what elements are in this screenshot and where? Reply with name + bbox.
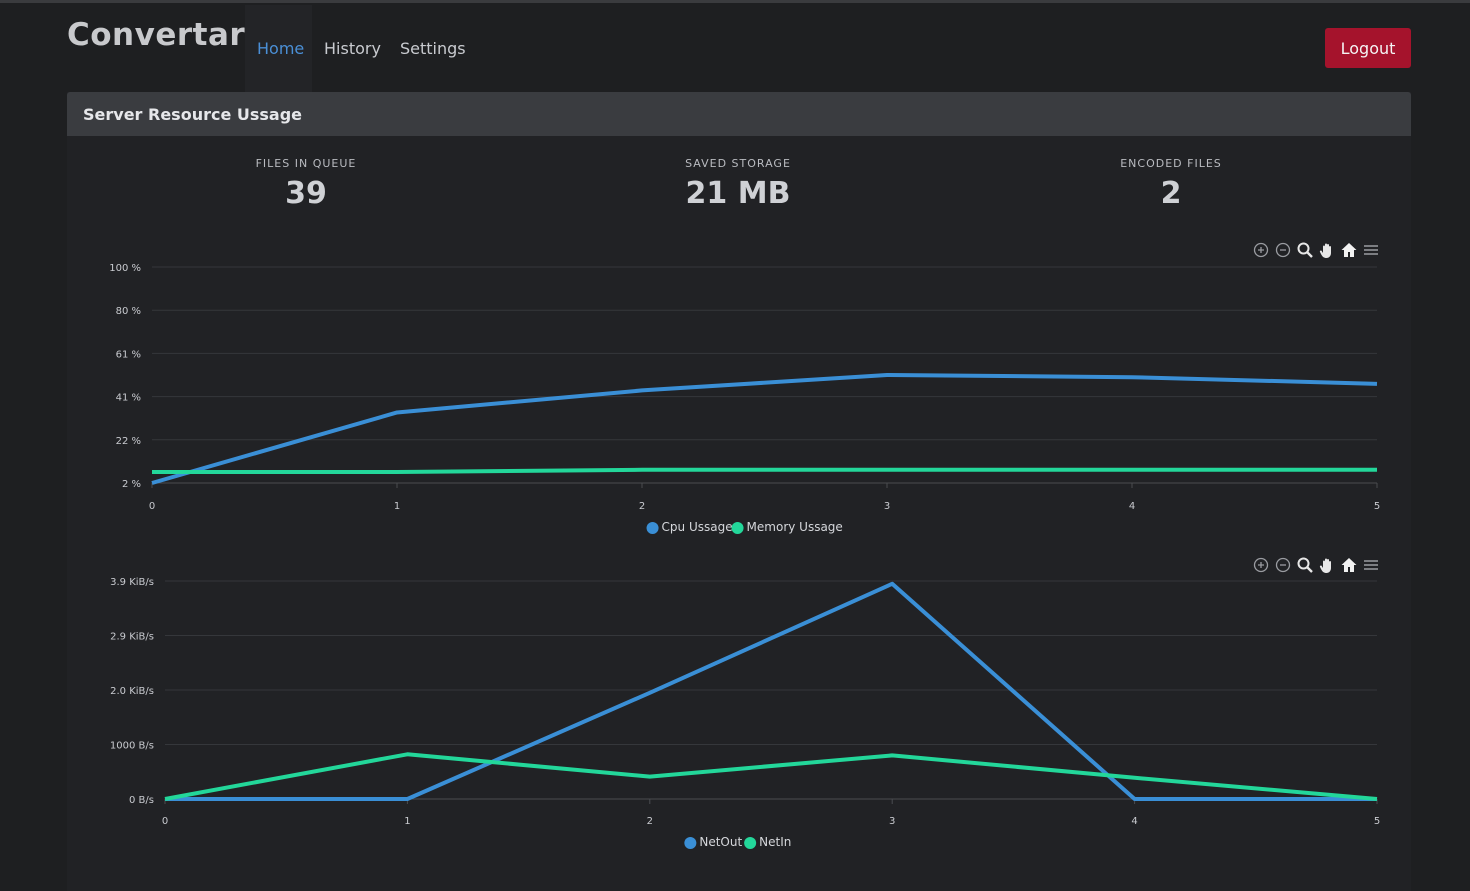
net-y-tick-label: 1000 B/s xyxy=(110,741,154,752)
stat-value: 39 xyxy=(285,176,327,211)
card-title: Server Resource Ussage xyxy=(83,105,303,124)
cpu-mem-legend-marker xyxy=(731,522,744,534)
cpu-mem-x-tick-label: 4 xyxy=(1129,501,1135,512)
cpu-mem-series-memory-ussage xyxy=(152,467,1377,474)
cpu-mem-y-tick-label: 100 % xyxy=(109,263,141,274)
net-x-tick-label: 0 xyxy=(162,816,168,827)
card-header: Server Resource Ussage xyxy=(67,92,1411,136)
net-legend-label: NetIn xyxy=(759,835,791,849)
net-y-tick-label: 0 B/s xyxy=(129,795,154,806)
cpu-mem-x-tick-label: 5 xyxy=(1374,501,1380,512)
net-series-netout xyxy=(165,581,1377,801)
zoom-in-icon[interactable] xyxy=(1252,556,1270,574)
resource-usage-card: Server Resource Ussage FILES IN QUEUE 39… xyxy=(67,92,1411,891)
nav-home-link[interactable]: Home xyxy=(257,39,305,58)
net-x-tick-label: 5 xyxy=(1374,816,1380,827)
cpu-mem-legend-label: Memory Ussage xyxy=(747,520,843,534)
stat-label: ENCODED FILES xyxy=(1120,157,1222,170)
nav-settings-link[interactable]: Settings xyxy=(400,39,466,58)
stat-saved-storage: SAVED STORAGE 21 MB xyxy=(588,157,888,211)
cpu-mem-y-tick-label: 80 % xyxy=(116,306,141,317)
magnifier-icon[interactable] xyxy=(1296,241,1314,259)
chart2-toolbar xyxy=(1252,555,1380,575)
pan-hand-icon[interactable] xyxy=(1318,556,1336,574)
net-legend-label: NetOut xyxy=(699,835,742,849)
cpu-mem-y-tick-label: 61 % xyxy=(116,349,141,360)
cpu-mem-legend-label: Cpu Ussage xyxy=(662,520,733,534)
cpu-mem-series-cpu-ussage xyxy=(151,373,1378,485)
cpu-mem-y-tick-label: 22 % xyxy=(116,436,141,447)
nav-active-highlight xyxy=(245,5,312,93)
net-series-netin xyxy=(164,752,1378,801)
home-icon[interactable] xyxy=(1340,556,1358,574)
cpu-mem-x-tick-label: 3 xyxy=(884,501,890,512)
nav-history-link[interactable]: History xyxy=(324,39,381,58)
stat-value: 21 MB xyxy=(685,176,791,211)
window-top-border xyxy=(0,0,1470,3)
cpu-mem-legend-marker xyxy=(646,522,659,534)
home-icon[interactable] xyxy=(1340,241,1358,259)
menu-icon[interactable] xyxy=(1362,556,1380,574)
zoom-out-icon[interactable] xyxy=(1274,556,1292,574)
pan-hand-icon[interactable] xyxy=(1318,241,1336,259)
net-x-tick-label: 4 xyxy=(1131,816,1137,827)
cpu-mem-y-tick-label: 41 % xyxy=(116,393,141,404)
net-y-tick-label: 2.9 KiB/s xyxy=(110,632,154,643)
stat-label: FILES IN QUEUE xyxy=(255,157,357,170)
net-x-tick-label: 2 xyxy=(647,816,653,827)
stat-files-in-queue: FILES IN QUEUE 39 xyxy=(156,157,456,211)
chart1-toolbar xyxy=(1252,240,1380,260)
logout-button[interactable]: Logout xyxy=(1325,28,1411,68)
net-y-tick-label: 3.9 KiB/s xyxy=(110,577,154,588)
zoom-in-icon[interactable] xyxy=(1252,241,1270,259)
net-y-tick-label: 2.0 KiB/s xyxy=(110,686,154,697)
stat-label: SAVED STORAGE xyxy=(685,157,791,170)
menu-icon[interactable] xyxy=(1362,241,1380,259)
stat-value: 2 xyxy=(1160,176,1182,211)
brand-logo[interactable]: Convertarr xyxy=(67,17,261,53)
navbar: Convertarr Home History Settings Logout xyxy=(67,3,1411,93)
magnifier-icon[interactable] xyxy=(1296,556,1314,574)
cpu-mem-x-tick-label: 2 xyxy=(639,501,645,512)
net-x-tick-label: 3 xyxy=(889,816,895,827)
net-x-tick-label: 1 xyxy=(404,816,410,827)
stat-encoded-files: ENCODED FILES 2 xyxy=(1021,157,1321,211)
cpu-mem-x-tick-label: 1 xyxy=(394,501,400,512)
zoom-out-icon[interactable] xyxy=(1274,241,1292,259)
cpu-mem-y-tick-label: 2 % xyxy=(122,479,141,490)
net-legend-marker xyxy=(744,837,757,849)
net-legend-marker xyxy=(684,837,697,849)
cpu-mem-x-tick-label: 0 xyxy=(149,501,155,512)
